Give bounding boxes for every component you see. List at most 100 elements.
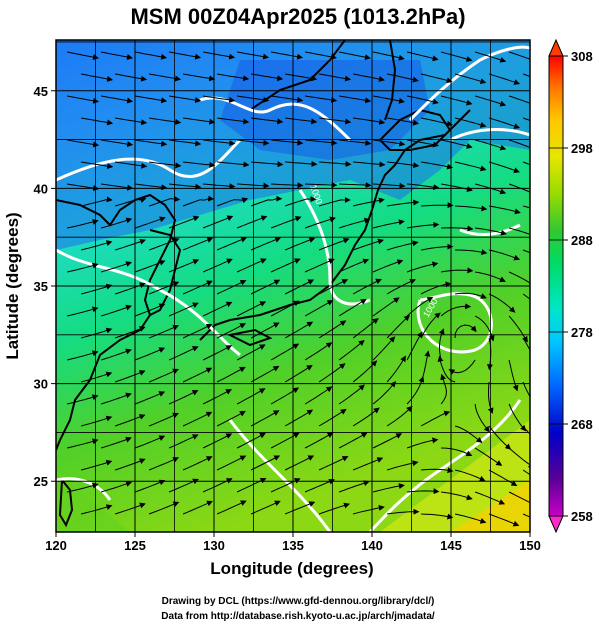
streamline-arrow — [149, 161, 182, 169]
streamline-arrow — [66, 394, 99, 405]
streamline-arrow — [454, 469, 486, 482]
streamline-arrow — [353, 73, 385, 82]
streamline-arrow — [80, 283, 113, 295]
x-axis: 120 125 130 135 140 145 150 — [45, 532, 541, 553]
streamline-arrow — [474, 447, 503, 466]
x-axis-title: Longitude (degrees) — [210, 559, 373, 578]
streamline-arrow — [148, 196, 181, 207]
streamline-arrow — [338, 298, 367, 317]
streamline-arrow — [304, 386, 333, 405]
streamline-arrow — [80, 327, 113, 339]
streamline-arrow — [373, 95, 405, 104]
streamline-arrow — [284, 237, 316, 251]
streamline-arrow — [271, 139, 304, 146]
colorbar-label: 288 — [571, 233, 593, 248]
streamline-arrow — [251, 161, 284, 168]
streamline-arrow — [148, 368, 179, 383]
streamline-arrow — [216, 197, 249, 207]
streamline-arrow — [217, 73, 250, 82]
streamline-arrow — [182, 323, 213, 339]
streamline-arrow — [508, 183, 530, 193]
y-tick-label: 30 — [34, 377, 48, 392]
streamline-arrow — [203, 183, 236, 190]
streamline-arrow — [488, 425, 512, 450]
streamline-arrow — [271, 95, 304, 103]
streamline-arrow — [168, 434, 199, 449]
streamline-arrow — [81, 73, 114, 82]
y-tick-label: 35 — [34, 279, 48, 294]
streamline-arrow — [114, 370, 146, 383]
streamline-arrow — [304, 342, 333, 361]
streamline-arrow — [455, 205, 488, 212]
streamline-arrow — [101, 139, 134, 148]
streamline-arrow — [338, 480, 370, 493]
streamline-arrow — [251, 73, 284, 82]
streamline-arrow — [168, 259, 200, 273]
colorbar-min-triangle — [548, 515, 564, 534]
streamline-arrow — [135, 183, 168, 191]
streamline-arrow — [101, 183, 134, 191]
streamline-arrow — [407, 221, 440, 229]
lat-lon-grid — [56, 40, 530, 532]
streamline-arrow — [522, 513, 530, 518]
streamline-arrow — [454, 73, 487, 85]
streamline-arrow — [202, 345, 233, 361]
streamline-arrow — [134, 216, 166, 229]
streamline-arrow — [304, 478, 336, 493]
streamline-arrow — [352, 360, 378, 383]
streamline-arrow — [508, 403, 527, 432]
streamline-arrow — [182, 280, 213, 295]
streamline-arrow — [182, 500, 213, 515]
streamline-arrow — [353, 161, 386, 168]
streamline-arrow — [168, 302, 199, 317]
streamline-arrow — [67, 95, 100, 104]
streamline-arrow — [373, 139, 406, 147]
streamline-arrow — [372, 336, 396, 361]
streamline-arrow — [216, 279, 247, 295]
streamline-arrow — [115, 73, 148, 82]
streamline-arrow — [101, 95, 134, 104]
streamline-arrow — [284, 321, 314, 339]
streamline-arrow — [305, 51, 337, 60]
streamline-arrow — [338, 258, 370, 273]
contour-line — [459, 223, 521, 236]
warm-region — [380, 420, 530, 532]
streamline-arrow — [182, 456, 213, 471]
streamline-arrow — [251, 117, 284, 125]
streamline-arrow — [441, 225, 474, 232]
streamline-arrow — [100, 392, 132, 405]
streamline-arrow — [134, 479, 166, 493]
streamline-arrow — [454, 117, 487, 128]
streamline-arrow — [80, 196, 113, 207]
colorbar-ticks: 258 268 278 288 298 308 — [549, 49, 593, 524]
streamline-arrow — [216, 236, 248, 251]
hokkaido-coast — [378, 108, 452, 151]
streamline-arrow — [353, 117, 386, 125]
streamline-arrow — [148, 412, 179, 427]
streamline-arrow — [407, 139, 440, 148]
streamline-arrow — [236, 432, 266, 449]
streamline-arrow — [270, 432, 300, 449]
streamline-arrow — [216, 410, 246, 427]
streamline-arrow — [508, 95, 530, 104]
streamline-arrow — [236, 388, 266, 405]
streamline-arrow — [508, 359, 519, 392]
streamline-arrow — [406, 331, 423, 361]
streamline-arrow — [318, 279, 349, 295]
streamline-arrow — [237, 95, 270, 103]
streamline-arrow — [168, 346, 199, 361]
streamline-arrow — [250, 322, 280, 339]
streamline-arrow — [100, 51, 133, 60]
streamline-arrow — [522, 469, 530, 476]
wind-streamlines — [66, 51, 530, 527]
streamline-arrow — [80, 371, 113, 383]
streamline-arrow — [100, 481, 133, 493]
streamline-arrow — [66, 350, 99, 361]
streamline-arrow — [474, 491, 506, 505]
streamline-arrow — [372, 381, 397, 405]
streamline-arrow — [441, 183, 473, 192]
streamline-arrow — [270, 215, 302, 229]
x-tick-label: 145 — [440, 538, 462, 553]
streamline-arrow — [114, 238, 146, 251]
streamline-arrow — [474, 315, 495, 342]
